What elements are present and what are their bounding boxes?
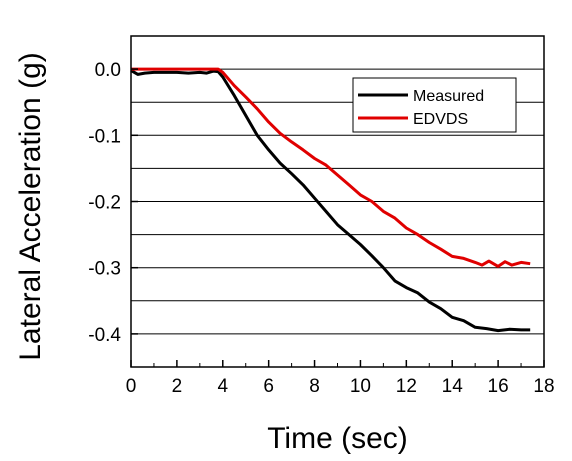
x-tick-label: 0: [126, 376, 137, 397]
data-series: [130, 67, 531, 333]
x-tick-label: 18: [533, 376, 554, 397]
x-tick-label: 14: [442, 376, 464, 397]
x-tick-label: 8: [309, 376, 320, 397]
x-tick-label: 4: [217, 376, 228, 397]
x-tick-label: 2: [172, 376, 183, 397]
x-axis-title: Time (sec): [267, 422, 408, 455]
x-tick-label: 12: [396, 376, 417, 397]
y-tick-label: -0.2: [88, 193, 121, 214]
x-tick-label: 10: [350, 376, 371, 397]
x-tick-label: 16: [488, 376, 509, 397]
y-axis-title: Lateral Acceleration (g): [14, 52, 47, 361]
y-tick-label: 0.0: [95, 60, 121, 81]
gridlines: [131, 68, 544, 335]
legend: Measured EDVDS: [352, 77, 517, 133]
axis-ticks: 0 2 4 6 8 10 12 14 16 18 0.0 -0.1 -0.2 -0.3 -0.4: [88, 60, 554, 397]
x-tick-label: 6: [263, 376, 274, 397]
y-tick-label: -0.1: [88, 126, 121, 147]
legend-label-edvds: EDVDS: [413, 111, 468, 128]
series-line-edvds: [131, 67, 531, 268]
y-tick-label: -0.3: [88, 259, 121, 280]
y-tick-label: -0.4: [88, 325, 121, 346]
series-line-measured: [130, 69, 531, 333]
legend-label-measured: Measured: [413, 88, 484, 105]
legend-box: [352, 77, 517, 133]
